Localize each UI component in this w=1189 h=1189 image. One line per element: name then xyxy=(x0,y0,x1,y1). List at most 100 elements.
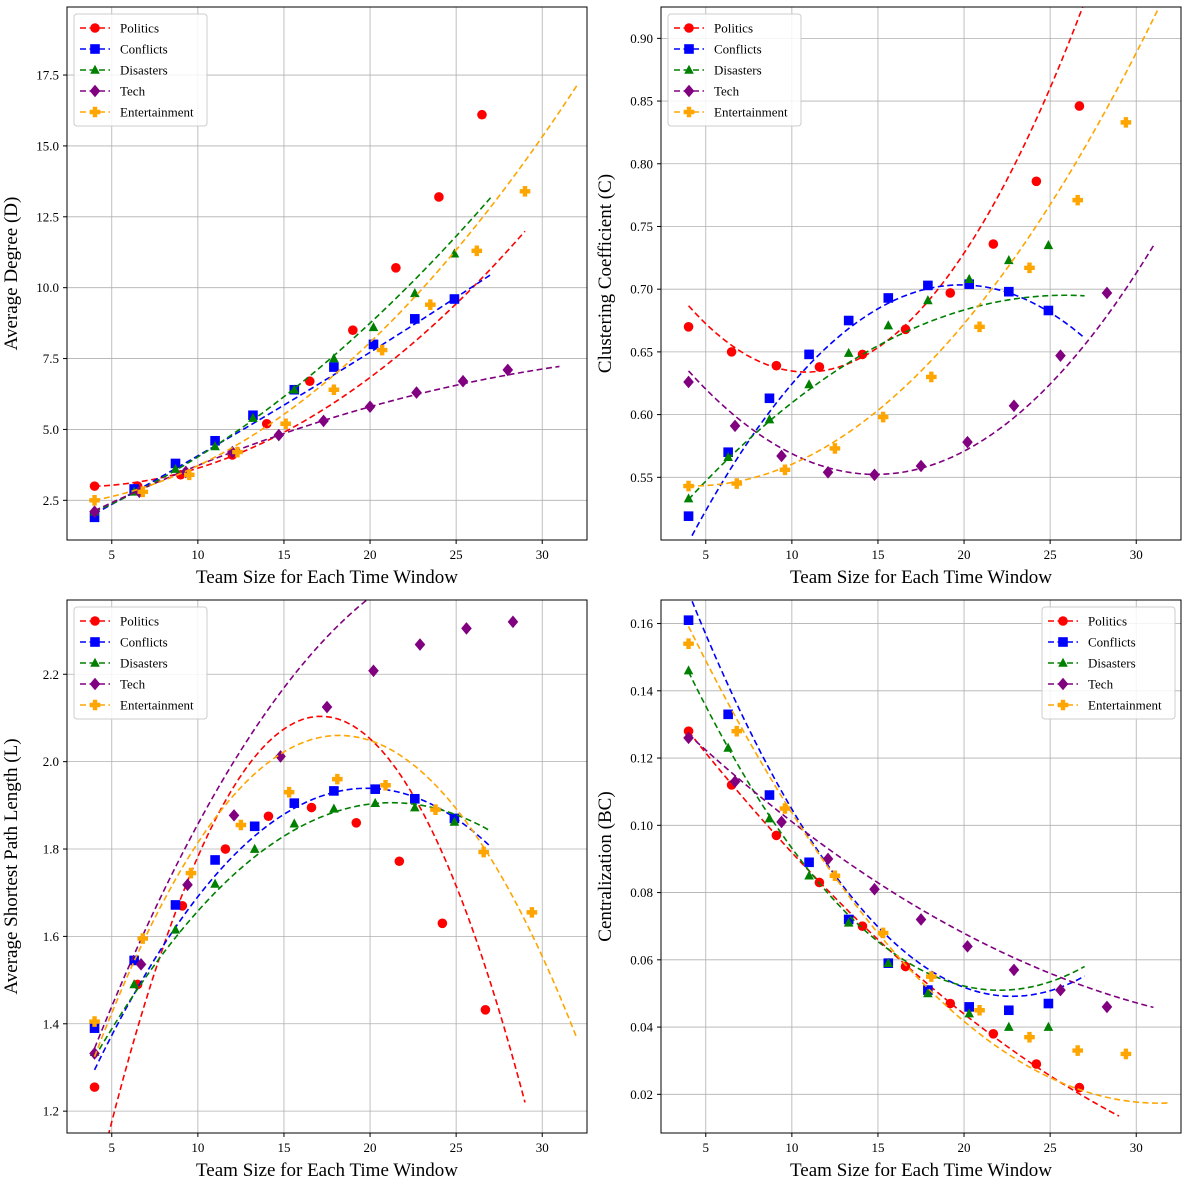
data-point-tech xyxy=(683,731,694,745)
data-point-disasters xyxy=(923,295,933,305)
data-point-politics xyxy=(814,362,825,372)
x-tick-label: 15 xyxy=(871,547,884,562)
y-axis-title: Average Shortest Path Length (L) xyxy=(1,738,22,994)
legend-item-tech: Tech xyxy=(674,84,740,99)
data-point-entertainment xyxy=(829,870,841,882)
legend-marker xyxy=(1057,699,1069,711)
data-point-entertainment xyxy=(1120,1048,1132,1060)
data-point-tech xyxy=(869,468,880,482)
legend-item-politics: Politics xyxy=(1048,614,1127,629)
legend-label: Disasters xyxy=(714,63,762,78)
legend-label: Conflicts xyxy=(1088,635,1136,650)
legend-marker xyxy=(683,106,695,118)
axes-frame xyxy=(660,6,1182,541)
series-conflicts xyxy=(89,784,492,1071)
data-point-tech xyxy=(915,913,927,926)
y-tick-label: 0.55 xyxy=(630,470,653,485)
legend-label: Tech xyxy=(714,84,740,99)
y-tick-label: 0.70 xyxy=(630,282,653,297)
data-point-politics xyxy=(1031,176,1042,187)
fit-line-conflicts xyxy=(93,787,492,1071)
y-axis-title: Centralization (BC) xyxy=(595,791,616,941)
series-politics xyxy=(89,715,526,1133)
data-point-tech xyxy=(776,449,787,463)
x-tick-label: 15 xyxy=(277,1140,290,1155)
legend-item-conflicts: Conflicts xyxy=(1048,635,1136,650)
axes-frame xyxy=(660,599,1182,1134)
series-entertainment xyxy=(683,7,1161,492)
data-point-politics xyxy=(945,998,956,1009)
data-point-conflicts xyxy=(683,511,694,521)
data-point-conflicts xyxy=(329,362,339,372)
data-point-conflicts xyxy=(170,900,181,910)
axes-frame xyxy=(66,599,588,1134)
data-point-politics xyxy=(391,263,401,273)
series-conflicts xyxy=(683,600,1085,1016)
data-point-disasters xyxy=(210,878,220,888)
series-tech xyxy=(683,245,1155,482)
fit-line-conflicts xyxy=(691,284,1086,537)
data-point-politics xyxy=(1031,1059,1042,1069)
data-point-entertainment xyxy=(926,971,937,982)
y-tick-label: 0.04 xyxy=(630,1020,653,1035)
fit-line-entertainment xyxy=(94,85,578,502)
legend-label: Conflicts xyxy=(120,42,168,57)
chart-panel-3: 5 10 15 20 25 30 1.2 1.4 1.6 1.8 2.0 2.2 Team Size f… xyxy=(1,599,588,1181)
data-point-politics xyxy=(771,830,782,841)
legend-label: Disasters xyxy=(120,656,168,671)
data-point-conflicts xyxy=(843,315,854,326)
y-tick-label: 0.16 xyxy=(630,616,653,631)
data-point-tech xyxy=(273,428,285,442)
data-point-tech xyxy=(1055,983,1066,997)
data-point-entertainment xyxy=(526,907,538,918)
data-point-entertainment xyxy=(683,480,694,492)
data-point-tech xyxy=(457,374,469,388)
data-point-conflicts xyxy=(289,798,300,808)
data-point-disasters xyxy=(683,665,694,675)
legend-label: Disasters xyxy=(1088,656,1136,671)
y-tick-label: 0.10 xyxy=(630,818,653,833)
y-tick-label: 0.14 xyxy=(630,683,653,698)
data-point-disasters xyxy=(683,493,694,503)
x-axis-title: Team Size for Each Time Window xyxy=(790,1160,1052,1181)
chart-panel-1: 5 10 15 20 25 30 2.5 5.0 7.5 10.0 12.5 15.0 17.5 Team… xyxy=(1,6,588,588)
data-point-politics xyxy=(771,360,782,371)
x-axis-title: Team Size for Each Time Window xyxy=(196,1160,458,1181)
legend-marker xyxy=(684,44,694,54)
x-tick-label: 30 xyxy=(536,547,549,562)
series-tech xyxy=(89,600,519,1060)
legend-label: Politics xyxy=(714,21,753,36)
data-point-entertainment xyxy=(683,638,694,650)
series-disasters xyxy=(683,665,1085,1031)
data-point-tech xyxy=(776,815,787,829)
axes-frame xyxy=(66,6,588,541)
legend-label: Conflicts xyxy=(120,635,168,650)
data-point-entertainment xyxy=(1072,194,1083,206)
data-point-disasters xyxy=(843,347,854,357)
legend: Politics Conflicts Disasters Tech Entertainm… xyxy=(73,13,208,127)
data-point-conflicts xyxy=(804,857,814,868)
data-point-disasters xyxy=(804,379,814,389)
data-point-tech xyxy=(89,505,100,518)
data-point-tech xyxy=(275,750,286,763)
data-point-disasters xyxy=(883,957,894,967)
data-point-disasters xyxy=(964,273,975,283)
data-point-entertainment xyxy=(376,344,388,356)
data-point-entertainment xyxy=(731,725,743,737)
legend-box xyxy=(73,13,208,127)
data-point-conflicts xyxy=(329,786,339,796)
series-disasters xyxy=(89,797,491,1058)
x-tick-label: 25 xyxy=(1044,1140,1057,1155)
data-point-tech xyxy=(822,465,834,479)
legend-label: Conflicts xyxy=(714,42,762,57)
data-point-tech xyxy=(461,622,472,635)
y-tick-label: 7.5 xyxy=(43,351,59,366)
legend-item-conflicts: Conflicts xyxy=(80,42,168,57)
data-point-politics xyxy=(348,325,358,336)
y-tick-label: 12.5 xyxy=(36,209,59,224)
data-point-entertainment xyxy=(280,418,291,430)
y-tick-label: 10.0 xyxy=(36,280,59,295)
data-point-entertainment xyxy=(137,933,149,944)
data-point-entertainment xyxy=(974,321,985,333)
